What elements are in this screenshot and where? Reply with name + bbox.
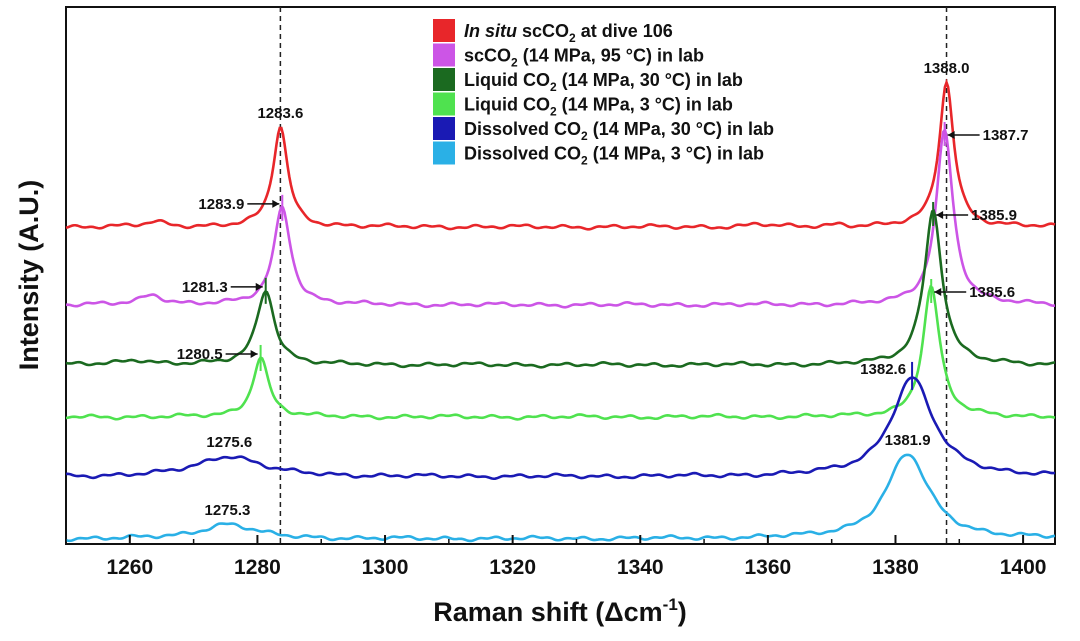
series-line-2 (65, 126, 1056, 309)
x-axis-ticks: 1260 1280 1300 1320 1340 1360 1380 1400 (65, 535, 1047, 579)
series-line-1 (65, 78, 1056, 231)
x-tick-label: 1380 (872, 556, 919, 579)
peak-label-2-1: 1385.9 (971, 207, 1017, 224)
peak-label-1-0: 1283.9 (198, 196, 244, 213)
x-tick-label: 1360 (745, 556, 792, 579)
peak-label-5-0: 1275.3 (204, 502, 250, 519)
series-line-4 (65, 284, 1056, 421)
series-line-5 (65, 376, 1056, 481)
peak-label-4-0: 1275.6 (206, 434, 252, 451)
legend-text-pre: Liquid CO (464, 70, 550, 90)
x-tick-label: 1260 (106, 556, 153, 579)
series-layer: 1283.6 1388.0 1283.9 1387.7 1281.3 1385.9 1280… (65, 60, 1056, 543)
peak-label-5-1: 1381.9 (885, 432, 931, 449)
x-axis-title-text: Raman shift ( (433, 597, 604, 627)
peak-label-3-0: 1280.5 (177, 346, 223, 363)
legend-entry-5: Dissolved CO2 (14 MPa, 30 °C) in lab (464, 119, 774, 143)
legend-entry-1: In situ scCO2 at dive 106 (464, 21, 673, 45)
x-tick-label: 1340 (617, 556, 664, 579)
legend-text-pre: Liquid CO (464, 95, 550, 115)
legend-subscript: 2 (569, 31, 576, 45)
peak-label-4-1: 1382.6 (860, 361, 906, 378)
peak-label-2-0: 1281.3 (182, 279, 228, 296)
legend-subscript: 2 (550, 80, 557, 94)
x-tick-label: 1300 (362, 556, 409, 579)
peak-label-0-1: 1388.0 (924, 60, 970, 77)
series-line-3 (65, 209, 1056, 369)
legend-subscript: 2 (550, 105, 557, 119)
legend-text-pre: scCO (517, 21, 569, 41)
legend-entry-4: Liquid CO2 (14 MPa, 3 °C) in lab (464, 95, 733, 119)
x-axis-title-exponent: -1 (663, 595, 678, 614)
legend-swatch-2 (433, 43, 455, 67)
legend-text-pre: Dissolved CO (464, 144, 581, 164)
legend-text-post: (14 MPa, 3 °C) in lab (588, 144, 764, 164)
legend-swatch-3 (433, 68, 455, 91)
x-tick-label: 1400 (1000, 556, 1047, 579)
legend-text-post: (14 MPa, 30 °C) in lab (588, 119, 774, 139)
peak-arrowhead-2-0 (255, 282, 263, 291)
plot-frame (65, 6, 1056, 545)
peak-arrowhead-3-1 (934, 287, 942, 296)
legend-swatch-5 (433, 117, 455, 140)
peak-arrowhead-2-1 (936, 210, 944, 219)
peak-arrowhead-1-1 (947, 130, 955, 139)
legend-text-post: (14 MPa, 3 °C) in lab (557, 95, 733, 115)
legend-swatch-1 (433, 19, 455, 42)
legend-text-pre: scCO (464, 46, 511, 66)
x-axis-title: Raman shift (Δcm-1) (433, 595, 687, 627)
legend-subscript: 2 (581, 154, 588, 168)
legend-subscript: 2 (511, 56, 518, 70)
y-axis-title: Intensity (A.U.) (14, 180, 44, 371)
peak-arrowhead-3-0 (250, 349, 258, 358)
series-line-6 (65, 453, 1056, 543)
legend-italic: In situ (464, 21, 517, 41)
x-axis-title-close: ) (678, 597, 687, 627)
legend-swatch-6 (433, 141, 455, 165)
x-axis-title-symbol: Δ (604, 597, 623, 627)
legend-subscript: 2 (581, 129, 588, 143)
legend-text-post: (14 MPa, 30 °C) in lab (557, 70, 743, 90)
peak-label-3-1: 1385.6 (969, 284, 1015, 301)
peak-label-1-1: 1387.7 (983, 127, 1029, 144)
legend-swatch-4 (433, 92, 455, 116)
legend-entry-3: Liquid CO2 (14 MPa, 30 °C) in lab (464, 70, 743, 94)
x-tick-label: 1320 (489, 556, 536, 579)
legend-entry-2: scCO2 (14 MPa, 95 °C) in lab (464, 46, 704, 70)
legend-text-pre: Dissolved CO (464, 119, 581, 139)
x-tick-label: 1280 (234, 556, 281, 579)
peak-arrowhead-1-0 (272, 199, 280, 208)
legend-text-post: at dive 106 (576, 21, 673, 41)
legend-entry-6: Dissolved CO2 (14 MPa, 3 °C) in lab (464, 144, 764, 168)
x-axis-title-unit: cm (624, 597, 663, 627)
legend-text-post: (14 MPa, 95 °C) in lab (518, 46, 704, 66)
peak-labels: 1283.6 1388.0 1283.9 1387.7 1281.3 1385.9 1280… (177, 60, 1029, 519)
peak-label-0-0: 1283.6 (257, 105, 303, 122)
